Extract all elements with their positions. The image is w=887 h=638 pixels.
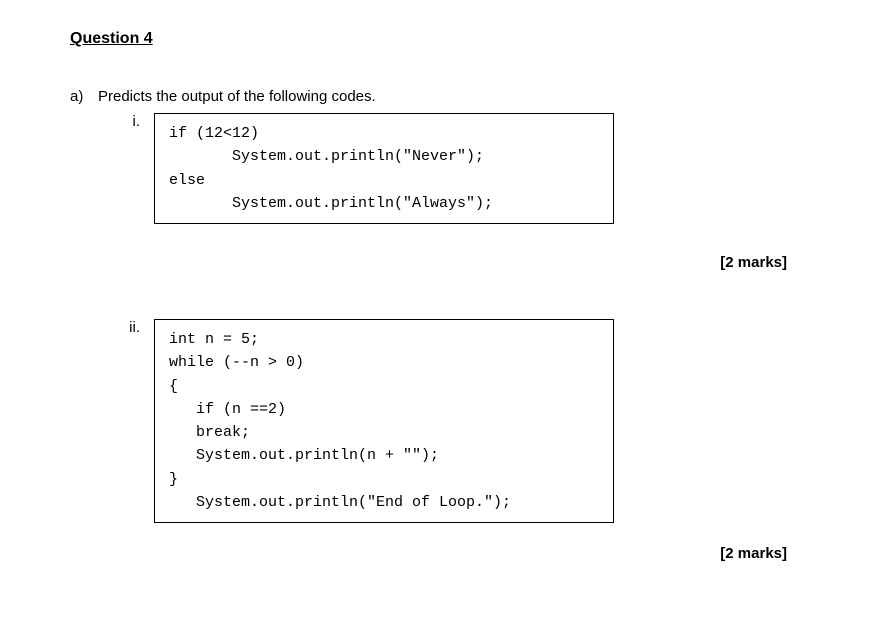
marks-row: [2 marks] <box>70 523 817 562</box>
part-letter: a) <box>70 88 98 105</box>
sub-item: ii. int n = 5; while (--n > 0) { if (n =… <box>100 319 817 523</box>
exam-page: Question 4 a) Predicts the output of the… <box>0 0 887 638</box>
part-prompt: Predicts the output of the following cod… <box>98 88 376 105</box>
sub-item: i. if (12<12) System.out.println("Never"… <box>100 113 817 224</box>
code-box: int n = 5; while (--n > 0) { if (n ==2) … <box>154 319 614 523</box>
question-title: Question 4 <box>70 30 817 48</box>
marks-label: [2 marks] <box>720 545 817 562</box>
sub-numeral: ii. <box>100 319 154 336</box>
code-box: if (12<12) System.out.println("Never"); … <box>154 113 614 224</box>
marks-label: [2 marks] <box>720 254 817 271</box>
part-a-row: a) Predicts the output of the following … <box>70 88 817 105</box>
sub-numeral: i. <box>100 113 154 130</box>
marks-row: [2 marks] <box>70 224 817 311</box>
